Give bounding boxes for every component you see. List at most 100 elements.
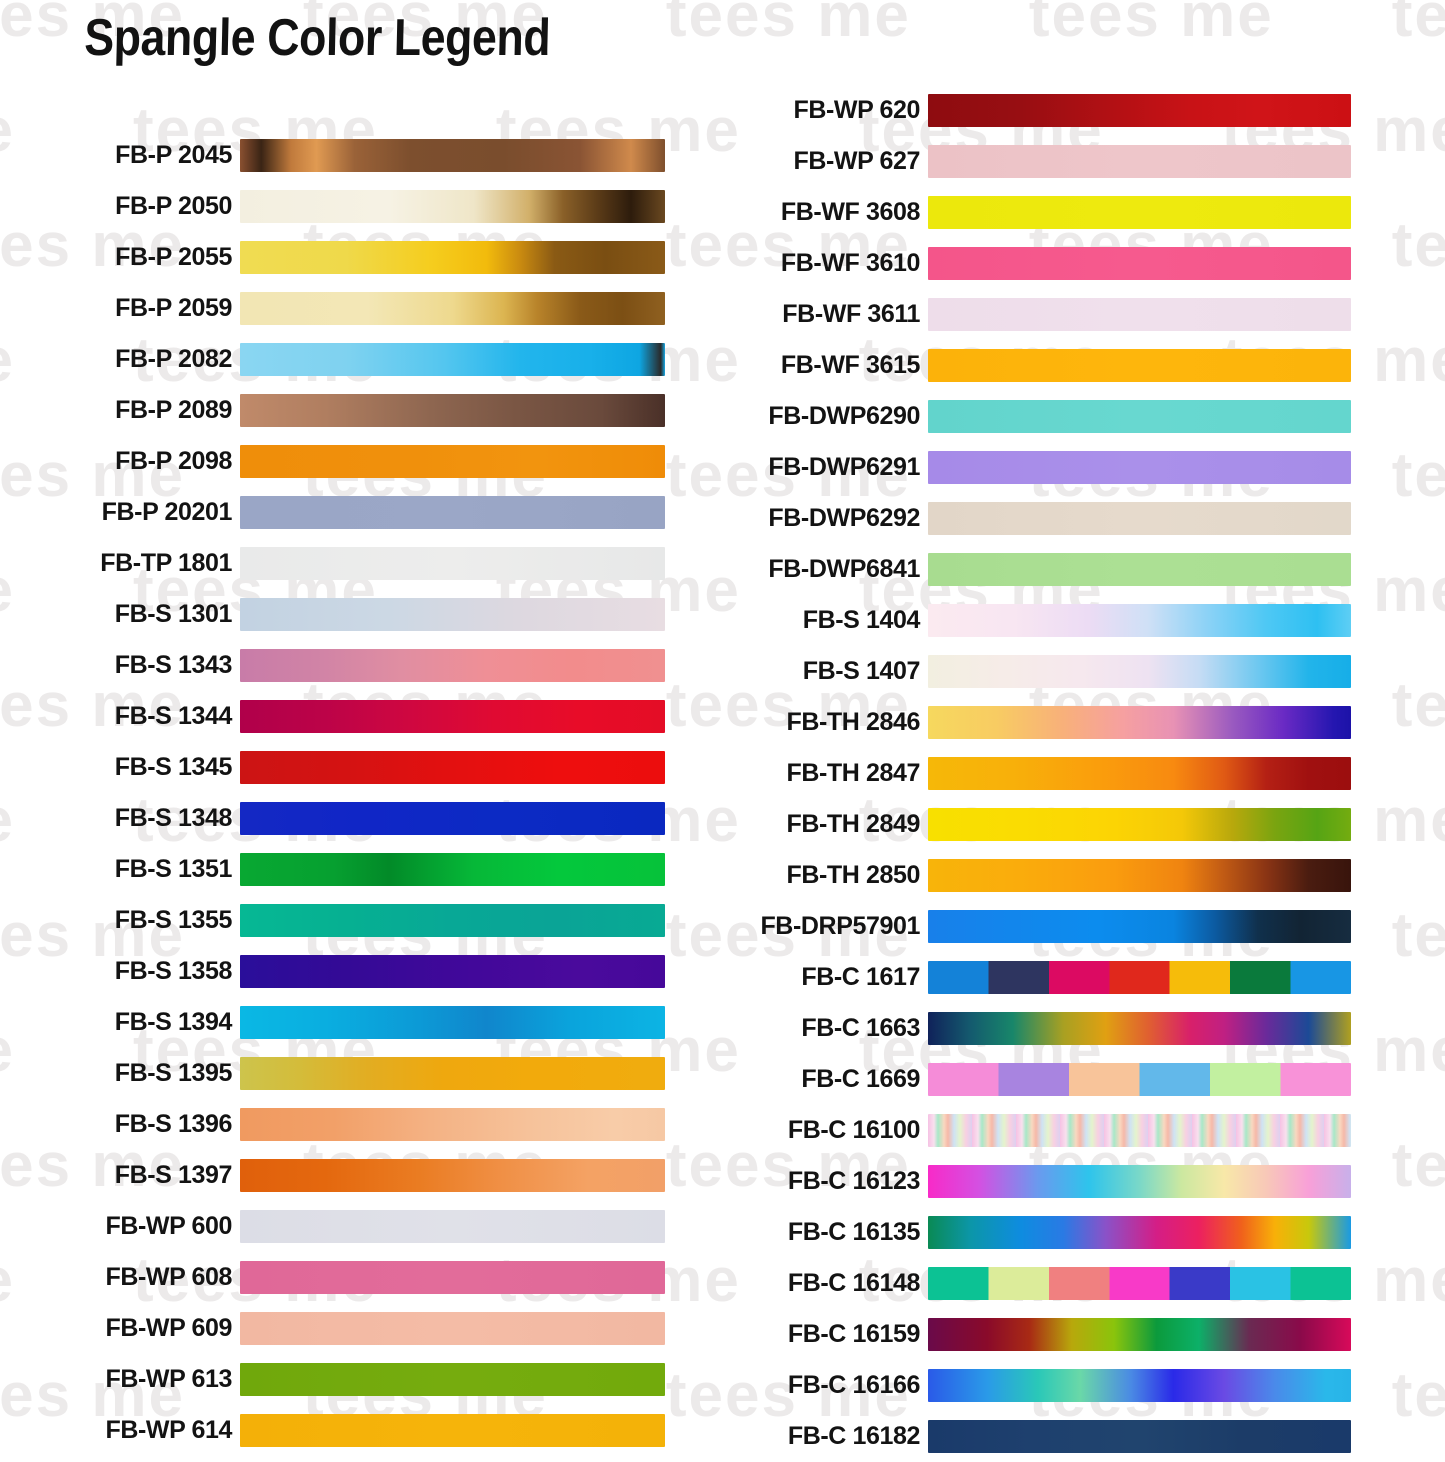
color-code-label: FB-P 2050 bbox=[115, 192, 232, 220]
legend-row: FB-WF 3608 bbox=[700, 187, 1445, 238]
color-code-label: FB-P 2082 bbox=[115, 345, 232, 373]
color-code-label: FB-WP 614 bbox=[105, 1416, 232, 1444]
legend-row: FB-C 1617 bbox=[700, 952, 1445, 1003]
color-code-label: FB-S 1407 bbox=[802, 657, 921, 685]
color-code-label: FB-WF 3610 bbox=[780, 249, 920, 277]
color-code-label: FB-WP 600 bbox=[105, 1212, 232, 1240]
legend-row: FB-S 1301 bbox=[0, 589, 700, 640]
legend-row: FB-P 2089 bbox=[0, 385, 700, 436]
color-code-label: FB-S 1344 bbox=[114, 702, 233, 730]
color-code-label: FB-WP 627 bbox=[793, 147, 920, 175]
legend-row: FB-S 1394 bbox=[0, 997, 700, 1048]
color-code-label: FB-S 1395 bbox=[114, 1059, 233, 1087]
color-swatch bbox=[240, 853, 665, 886]
legend-row: FB-S 1345 bbox=[0, 742, 700, 793]
color-swatch bbox=[240, 955, 665, 988]
legend-row: FB-WF 3611 bbox=[700, 289, 1445, 340]
color-swatch bbox=[928, 808, 1351, 841]
color-swatch bbox=[240, 1006, 665, 1039]
color-swatch bbox=[240, 445, 665, 478]
legend-row: FB-P 2045 bbox=[0, 130, 700, 181]
legend-row: FB-WP 600 bbox=[0, 1201, 700, 1252]
color-swatch bbox=[928, 1420, 1351, 1453]
color-swatch bbox=[240, 904, 665, 937]
legend-row: FB-DWP6291 bbox=[700, 442, 1445, 493]
color-code-label: FB-C 16135 bbox=[787, 1218, 921, 1246]
legend-row: FB-S 1351 bbox=[0, 844, 700, 895]
color-code-label: FB-WP 613 bbox=[105, 1365, 232, 1393]
legend-row: FB-TP 1801 bbox=[0, 538, 700, 589]
color-swatch bbox=[928, 859, 1351, 892]
color-swatch bbox=[240, 1108, 665, 1141]
color-code-label: FB-WF 3615 bbox=[780, 351, 920, 379]
color-swatch bbox=[928, 1216, 1351, 1249]
color-swatch bbox=[240, 649, 665, 682]
color-code-label: FB-S 1394 bbox=[114, 1008, 233, 1036]
color-code-label: FB-S 1397 bbox=[114, 1161, 233, 1189]
legend-row: FB-P 2082 bbox=[0, 334, 700, 385]
color-swatch bbox=[240, 394, 665, 427]
legend-row: FB-DWP6290 bbox=[700, 391, 1445, 442]
page-title: Spangle Color Legend bbox=[83, 9, 551, 67]
color-swatch bbox=[928, 298, 1351, 331]
color-code-label: FB-S 1301 bbox=[114, 600, 233, 628]
color-swatch bbox=[928, 706, 1351, 739]
color-swatch bbox=[240, 1057, 665, 1090]
color-swatch bbox=[928, 1369, 1351, 1402]
color-code-label: FB-DWP6841 bbox=[768, 555, 920, 583]
color-code-label: FB-WF 3608 bbox=[780, 198, 920, 226]
color-swatch bbox=[240, 343, 665, 376]
color-code-label: FB-S 1345 bbox=[114, 753, 233, 781]
color-swatch bbox=[240, 139, 665, 172]
legend-row: FB-TH 2847 bbox=[700, 748, 1445, 799]
legend-row: FB-S 1358 bbox=[0, 946, 700, 997]
color-swatch bbox=[928, 1063, 1351, 1096]
legend-row: FB-TH 2846 bbox=[700, 697, 1445, 748]
legend-row: FB-S 1395 bbox=[0, 1048, 700, 1099]
color-code-label: FB-C 16100 bbox=[787, 1116, 921, 1144]
color-swatch bbox=[240, 1210, 665, 1243]
legend-row: FB-DRP57901 bbox=[700, 901, 1445, 952]
color-swatch bbox=[240, 1414, 665, 1447]
color-swatch bbox=[928, 1318, 1351, 1351]
legend-row: FB-S 1397 bbox=[0, 1150, 700, 1201]
color-swatch bbox=[240, 1312, 665, 1345]
legend-row: FB-S 1407 bbox=[700, 646, 1445, 697]
color-swatch bbox=[240, 598, 665, 631]
color-code-label: FB-P 2045 bbox=[115, 141, 232, 169]
legend-row: FB-C 1669 bbox=[700, 1054, 1445, 1105]
color-code-label: FB-P 2089 bbox=[115, 396, 232, 424]
color-code-label: FB-S 1396 bbox=[114, 1110, 233, 1138]
color-code-label: FB-P 2055 bbox=[115, 243, 232, 271]
color-code-label: FB-DWP6292 bbox=[768, 504, 920, 532]
color-swatch bbox=[928, 604, 1351, 637]
color-swatch bbox=[240, 292, 665, 325]
color-code-label: FB-P 20201 bbox=[101, 498, 233, 526]
color-code-label: FB-S 1348 bbox=[114, 804, 233, 832]
color-swatch bbox=[928, 451, 1351, 484]
legend-row: FB-P 20201 bbox=[0, 487, 700, 538]
left-column: FB-P 2045 FB-P 2050 FB-P 2055 FB-P 2059 FB-P… bbox=[0, 130, 700, 1456]
legend-row: FB-C 1663 bbox=[700, 1003, 1445, 1054]
color-swatch bbox=[240, 1261, 665, 1294]
color-swatch bbox=[240, 496, 665, 529]
legend-row: FB-WP 609 bbox=[0, 1303, 700, 1354]
color-code-label: FB-WF 3611 bbox=[782, 300, 920, 328]
color-swatch bbox=[928, 1114, 1351, 1147]
legend-row: FB-S 1343 bbox=[0, 640, 700, 691]
color-code-label: FB-S 1358 bbox=[114, 957, 233, 985]
color-code-label: FB-WP 620 bbox=[793, 96, 920, 124]
right-column: FB-WP 620 FB-WP 627 FB-WF 3608 FB-WF 3610 FB… bbox=[700, 85, 1445, 1462]
legend-row: FB-C 16148 bbox=[700, 1258, 1445, 1309]
color-code-label: FB-WP 609 bbox=[105, 1314, 232, 1342]
legend-row: FB-WP 613 bbox=[0, 1354, 700, 1405]
color-code-label: FB-S 1404 bbox=[802, 606, 921, 634]
color-swatch bbox=[928, 196, 1351, 229]
color-code-label: FB-C 16148 bbox=[787, 1269, 921, 1297]
legend-row: FB-C 16123 bbox=[700, 1156, 1445, 1207]
color-code-label: FB-C 16159 bbox=[787, 1320, 921, 1348]
color-code-label: FB-TP 1801 bbox=[100, 549, 232, 577]
color-code-label: FB-C 1669 bbox=[801, 1065, 920, 1093]
legend-row: FB-S 1396 bbox=[0, 1099, 700, 1150]
color-code-label: FB-P 2098 bbox=[115, 447, 232, 475]
